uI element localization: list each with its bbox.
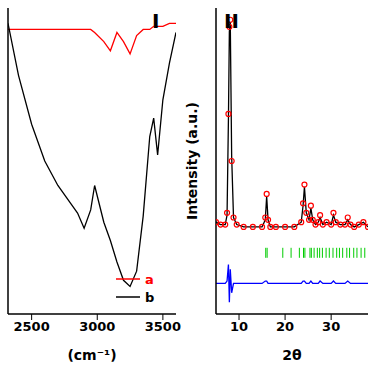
svg-text:10: 10 bbox=[230, 319, 248, 334]
svg-text:3000: 3000 bbox=[79, 319, 115, 334]
svg-text:2500: 2500 bbox=[14, 319, 50, 334]
svg-text:Intensity (a.u.): Intensity (a.u.) bbox=[184, 102, 200, 220]
svg-text:30: 30 bbox=[322, 319, 340, 334]
svg-text:3500: 3500 bbox=[145, 319, 181, 334]
html-text:I: I bbox=[152, 9, 160, 33]
html-text:b: b bbox=[145, 289, 155, 305]
html-text:a: a bbox=[145, 271, 154, 287]
svg-text:20: 20 bbox=[276, 319, 294, 334]
svg-text:2θ: 2θ bbox=[282, 347, 302, 363]
html-text:II: II bbox=[224, 9, 239, 33]
svg-text:(cm⁻¹): (cm⁻¹) bbox=[67, 347, 116, 363]
